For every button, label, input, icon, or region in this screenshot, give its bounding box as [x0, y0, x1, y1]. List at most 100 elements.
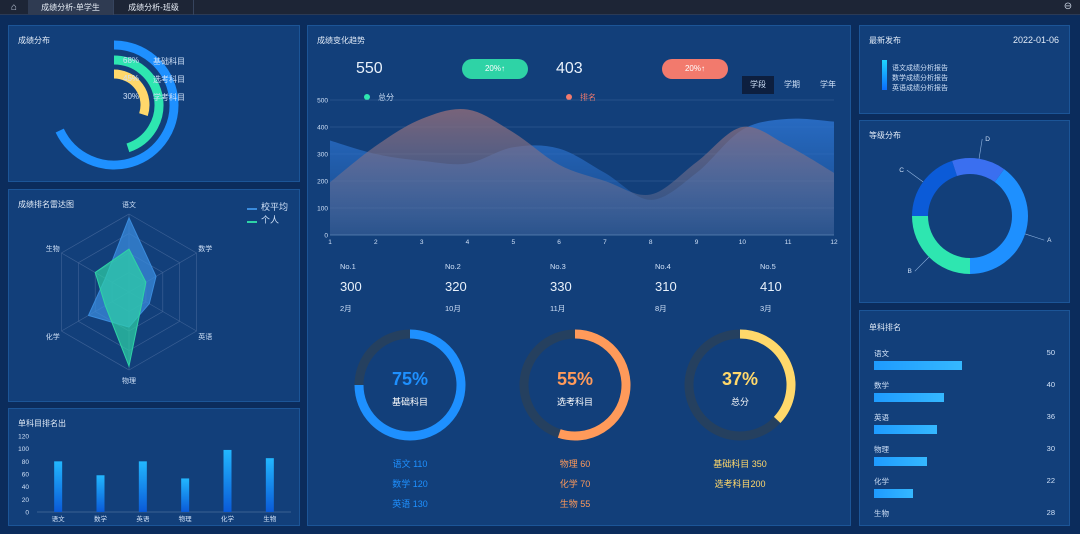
gauge-percent: 37% [721, 369, 759, 389]
score-trend-panel: 成绩变化趋势 550 20%↑ 403 20%↑ 学段 学期 学年 总分 排名 … [307, 25, 851, 526]
trend-xtick-label: 5 [511, 239, 515, 246]
subject-value: 22 [1046, 476, 1055, 485]
top-rank-label: No.3 [550, 262, 566, 271]
subject-rank-panel: 单科排名 语文 50 数学 40 英语 36 物理 30 化学 22 生物 28 [859, 310, 1070, 526]
rank-change-badge[interactable]: 20%↑ [662, 59, 728, 79]
top-rank-score: 320 [445, 279, 467, 294]
top-bar: ⌂ 成绩分析-单学生 成绩分析-班级 ⊖ [0, 0, 1080, 15]
trend-ytick-label: 0 [324, 233, 328, 240]
trend-xtick-label: 7 [603, 239, 607, 246]
ring-0 [55, 40, 179, 170]
top-rank-score: 310 [655, 279, 677, 294]
donut-leader-line [914, 256, 930, 272]
subject-rank-bar [874, 489, 913, 498]
ring-1 [113, 55, 164, 153]
legend-rank: 排名 [566, 92, 596, 103]
top-rank-label: No.4 [655, 262, 671, 271]
legend-label-elective: 选考科目 [153, 75, 185, 84]
donut-slice-C [912, 160, 958, 216]
bar-化学 [223, 449, 232, 512]
trend-ytick-label: 500 [317, 98, 328, 105]
exit-icon[interactable]: ⊖ [1063, 1, 1073, 12]
tab-class[interactable]: 成绩分析-班级 [114, 0, 194, 15]
panel-title: 成绩变化趋势 [317, 36, 365, 45]
radar-series-self [94, 248, 147, 368]
trend-xtick-label: 11 [785, 239, 792, 246]
bar-ytick-label: 0 [25, 510, 29, 517]
gauge-percent: 55% [556, 369, 594, 389]
panel-title: 最新发布 [869, 36, 901, 45]
legend-self-label: 个人 [261, 215, 280, 225]
donut-label: A [1047, 237, 1052, 244]
bar-xtick-label: 英语 [136, 514, 150, 523]
panel-title: 成绩分布 [18, 36, 50, 45]
ring-2 [113, 69, 150, 116]
bar-xtick-label: 化学 [221, 514, 235, 523]
score-distribution-rings [55, 40, 179, 170]
subject-name: 数学 [874, 381, 889, 390]
subject-rank-bar [874, 361, 962, 370]
subject-rank-bar [874, 425, 937, 434]
radar-axis-label: 英语 [198, 332, 212, 341]
bar-xtick-label: 物理 [179, 514, 193, 523]
subject-value: 40 [1046, 380, 1055, 389]
grade-donut-chart: A B C D [899, 136, 1052, 275]
trend-area-排名 [330, 108, 834, 235]
gauge-label: 选考科目 [556, 397, 593, 407]
trend-xtick-label: 12 [830, 239, 838, 246]
home-icon[interactable]: ⌂ [10, 2, 18, 13]
top-rank-score: 300 [340, 279, 362, 294]
gauge-detail: 化学 70 [559, 479, 591, 489]
total-change-badge[interactable]: 20%↑ [462, 59, 528, 79]
top-rank-month: 8月 [655, 304, 667, 313]
top-rank-month: 11月 [550, 304, 566, 313]
tab-student[interactable]: 成绩分析-单学生 [28, 0, 114, 15]
donut-leader-line [978, 138, 983, 159]
panel-title: 单科排名 [869, 323, 901, 332]
trend-xtick-label: 4 [466, 239, 470, 246]
segment-stage[interactable]: 学段 [742, 76, 774, 94]
subject-value: 50 [1046, 348, 1055, 357]
subject-rank-bar [874, 393, 944, 402]
bar-数学 [96, 475, 105, 512]
subject-value: 30 [1046, 444, 1055, 453]
score-distribution-panel: 成绩分布 68% 基础科目 45% 选考科目 30% 学考科目 [8, 25, 300, 182]
gauge-detail: 英语 130 [392, 499, 428, 509]
segment-semester[interactable]: 学期 [784, 80, 800, 89]
bar-生物 [265, 458, 274, 512]
trend-xtick-label: 8 [649, 239, 653, 246]
bar-ytick-label: 120 [18, 434, 29, 441]
legend-total-dot [364, 94, 370, 100]
top-rank-label: No.1 [340, 262, 356, 271]
latest-item[interactable]: 语文成绩分析报告 [892, 65, 948, 72]
trend-ytick-label: 100 [317, 206, 328, 213]
gauge-arc-0 [354, 329, 466, 441]
latest-item[interactable]: 英语成绩分析报告 [892, 85, 948, 92]
legend-total: 总分 [364, 92, 394, 103]
radar-axis-label: 生物 [46, 244, 60, 253]
subject-name: 英语 [874, 413, 889, 422]
latest-item[interactable]: 数学成绩分析报告 [892, 75, 948, 82]
legend-pct-basic: 68% [123, 56, 140, 65]
panel-title: 成绩排名雷达图 [18, 200, 74, 209]
trend-xtick-label: 2 [374, 239, 378, 246]
top-rank-label: No.2 [445, 262, 461, 271]
donut-label: C [899, 167, 904, 174]
latest-release-panel: 最新发布 2022-01-06 语文成绩分析报告 数学成绩分析报告 英语成绩分析… [859, 25, 1070, 114]
bar-ytick-label: 20 [22, 497, 30, 504]
subject-name: 物理 [874, 445, 889, 454]
gauge-percent: 75% [391, 369, 429, 389]
subject-bar-chart: 120 100 80 60 40 20 0 语文 数学 英语 物理 化学 生物 [18, 434, 291, 523]
subject-name: 生物 [874, 509, 889, 518]
legend-label-academic: 学考科目 [153, 93, 185, 102]
gauge-label: 基础科目 [391, 397, 428, 407]
bar-ytick-label: 100 [18, 446, 29, 453]
bar-xtick-label: 生物 [263, 514, 277, 523]
panel-title: 等级分布 [869, 131, 901, 140]
segment-year[interactable]: 学年 [820, 80, 836, 89]
trend-xtick-label: 10 [739, 239, 747, 246]
donut-slice-D [952, 158, 1005, 183]
rank-value: 403 [556, 60, 583, 77]
donut-slice-B [912, 216, 970, 274]
subject-value: 36 [1046, 412, 1055, 421]
